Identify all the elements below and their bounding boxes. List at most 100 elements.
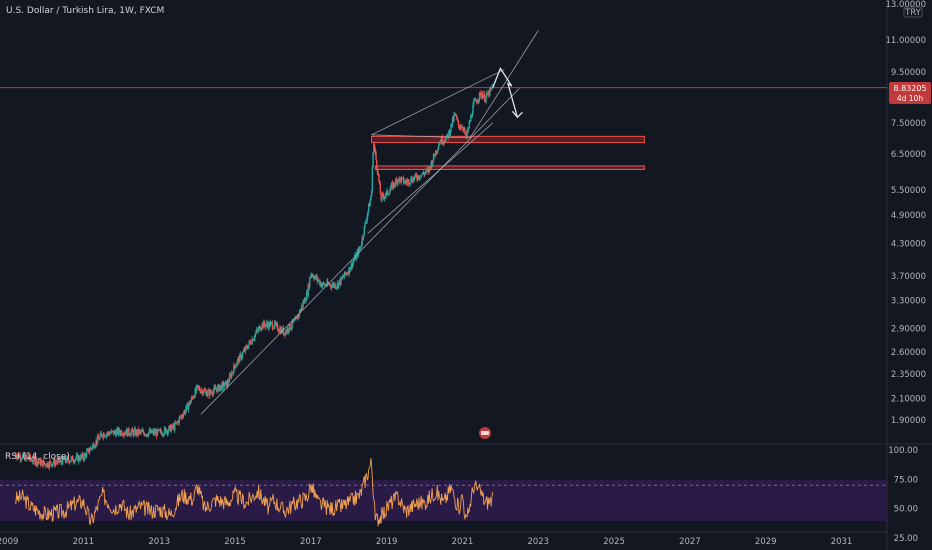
candle-body bbox=[486, 92, 488, 97]
candle-body bbox=[131, 428, 133, 432]
candle-body bbox=[413, 176, 416, 180]
candle-body bbox=[295, 316, 298, 319]
candle-body bbox=[389, 188, 392, 191]
projection-line bbox=[492, 67, 519, 118]
candle-body bbox=[97, 436, 99, 439]
candle-body bbox=[462, 128, 464, 130]
candle-body bbox=[257, 330, 259, 332]
candle-body bbox=[152, 430, 155, 434]
price-tick-label: 11.00000 bbox=[885, 36, 926, 46]
candle-body bbox=[137, 429, 140, 435]
candle-body bbox=[448, 130, 450, 138]
candle-body bbox=[365, 220, 368, 222]
candle-body bbox=[429, 166, 432, 169]
candle-body bbox=[247, 344, 250, 349]
candle-body bbox=[304, 298, 306, 302]
candle-body bbox=[354, 255, 357, 260]
candle-body bbox=[169, 425, 171, 427]
candle-body bbox=[285, 330, 288, 333]
candle-body bbox=[425, 169, 427, 173]
candle-body bbox=[333, 283, 335, 287]
candle-body bbox=[197, 385, 199, 388]
candle-body bbox=[424, 172, 426, 175]
candle-body bbox=[362, 237, 364, 239]
candle-body bbox=[150, 429, 152, 433]
candle-body bbox=[440, 137, 443, 144]
candle-body bbox=[79, 459, 81, 461]
candle-body bbox=[427, 169, 430, 173]
candle-body bbox=[326, 281, 328, 286]
candle-body bbox=[467, 128, 469, 133]
candle-body bbox=[361, 237, 363, 245]
candle-body bbox=[155, 431, 158, 436]
candle-body bbox=[186, 403, 188, 405]
candle-body bbox=[215, 389, 218, 391]
candle-body bbox=[233, 364, 235, 374]
candle-body bbox=[112, 430, 114, 432]
candle-body bbox=[405, 180, 407, 183]
candle-body bbox=[456, 116, 458, 119]
price-tick-label: 13.00000 bbox=[885, 0, 926, 10]
candle-body bbox=[350, 263, 352, 269]
candle-body bbox=[384, 195, 387, 197]
candle-body bbox=[386, 190, 388, 193]
candle-body bbox=[168, 426, 170, 431]
candle-body bbox=[269, 322, 271, 327]
candle-body bbox=[261, 323, 263, 328]
candle-body bbox=[332, 283, 334, 286]
candle-body bbox=[441, 137, 444, 144]
candle-body bbox=[147, 435, 149, 437]
candle-body bbox=[122, 434, 124, 436]
candle-body bbox=[486, 92, 489, 95]
candle-body bbox=[60, 459, 62, 462]
candle-body bbox=[128, 434, 131, 436]
candle-body bbox=[264, 324, 266, 328]
candle-body bbox=[49, 461, 51, 463]
candle-body bbox=[378, 174, 380, 182]
candle-body bbox=[163, 433, 165, 436]
currency-button[interactable]: TRY bbox=[903, 6, 923, 18]
candle-body bbox=[107, 432, 110, 434]
time-tick-label: 2025 bbox=[603, 537, 625, 547]
candle-body bbox=[250, 343, 253, 345]
price-tick-label: 5.50000 bbox=[891, 186, 926, 196]
candle-body bbox=[464, 128, 466, 134]
candle-body bbox=[402, 177, 405, 184]
candle-body bbox=[56, 459, 59, 463]
price-tick-label: 4.30000 bbox=[891, 239, 926, 249]
candle-body bbox=[383, 196, 385, 199]
candle-body bbox=[295, 318, 297, 319]
event-marker-icon[interactable] bbox=[479, 427, 491, 439]
candle-body bbox=[319, 282, 322, 285]
candle-body bbox=[252, 339, 255, 342]
rsi-label: RSI (14, close) bbox=[5, 452, 70, 462]
candle-body bbox=[212, 394, 214, 395]
candle-body bbox=[70, 457, 72, 461]
candle-body bbox=[230, 372, 233, 378]
candle-body bbox=[292, 320, 294, 323]
candle-body bbox=[417, 175, 419, 180]
candle-body bbox=[71, 456, 73, 458]
candle-body bbox=[51, 464, 54, 467]
candle-body bbox=[32, 456, 35, 462]
candle-body bbox=[254, 334, 256, 339]
candle-body bbox=[15, 456, 18, 459]
candle-body bbox=[38, 462, 40, 463]
candle-body bbox=[443, 141, 445, 144]
candle-body bbox=[64, 457, 66, 461]
candle-body bbox=[351, 262, 354, 268]
candle-body bbox=[454, 113, 456, 115]
candle-body bbox=[59, 459, 62, 462]
candle-body bbox=[448, 130, 451, 135]
candle-body bbox=[358, 248, 360, 250]
candle-body bbox=[394, 179, 397, 186]
candle-body bbox=[218, 384, 220, 391]
candle-body bbox=[236, 359, 239, 364]
candle-body bbox=[319, 280, 321, 285]
candle-body bbox=[480, 92, 482, 97]
candle-body bbox=[145, 434, 148, 436]
candle-body bbox=[131, 428, 134, 432]
candle-body bbox=[343, 276, 345, 278]
candle-body bbox=[69, 461, 71, 463]
